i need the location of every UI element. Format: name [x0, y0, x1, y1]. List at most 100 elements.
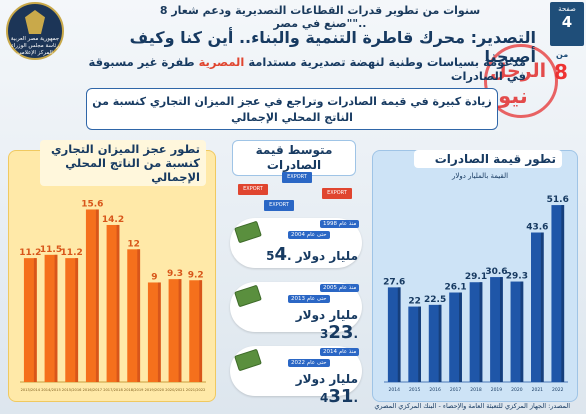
- bar-value-label: 26.1: [444, 283, 466, 293]
- exports-unit-label: القيمة بالمليار دولار: [451, 172, 509, 180]
- bar-shade: [520, 281, 524, 382]
- subtitle-post: مدعومة بسياسات وطنية لنهضة تصديرية مستدا…: [248, 55, 526, 69]
- card-value: مليار دولار .431: [266, 372, 358, 407]
- card-unit: مليار دولار: [295, 249, 358, 263]
- bar: [44, 254, 58, 382]
- bar-shade: [33, 258, 37, 382]
- bar: [23, 258, 37, 382]
- export-box-icon: EXPORT: [238, 184, 268, 195]
- bar-value-label: 9: [151, 272, 157, 282]
- bar-shade: [54, 254, 58, 382]
- bar: [449, 292, 462, 382]
- bar-shade: [479, 282, 483, 382]
- trade-deficit-chart: 11.2 2013/2014 11.5 2014/2015 11.2 2015/2016 1…: [19, 199, 206, 392]
- money-icon: [234, 220, 262, 244]
- card-value-integer: 23: [328, 322, 354, 343]
- bar-value-label: 11.2: [19, 248, 41, 258]
- x-tick-label: 2014: [388, 387, 400, 393]
- bar-shade: [137, 249, 141, 382]
- page-tag: صفحة 4: [550, 2, 584, 46]
- subtitle-pre: طفرة غير مسبوقة في الصادرات: [88, 55, 526, 83]
- bar-shade: [561, 205, 565, 382]
- page-label: صفحة: [558, 5, 576, 13]
- card-since: منذ عام 2005: [320, 284, 360, 292]
- bar: [147, 282, 161, 382]
- card-since: منذ عام 1998: [320, 220, 360, 228]
- bar-shade: [499, 277, 503, 382]
- bar-shade: [75, 258, 79, 382]
- page-title: التصدير: محرك قاطرة التنمية والبناء.. أي…: [129, 28, 536, 66]
- card-unit: مليار دولار: [295, 308, 358, 322]
- exports-value-chart: 27.6 2014 22 2015 22.5 2016 26.1 2017 29.1 2018 30…: [383, 195, 569, 393]
- x-tick-label: 2016/2017: [83, 388, 103, 392]
- bar-value-label: 22.5: [424, 295, 446, 305]
- card-unit: مليار دولار: [295, 372, 358, 386]
- bar: [189, 280, 203, 382]
- bar-shade: [418, 306, 422, 382]
- card-value: مليار دولار .323: [266, 308, 358, 343]
- bar-value-label: 51.6: [547, 195, 569, 205]
- cabinet-logo: جمهورية مصر العربية رئاسة مجلس الوزراء ا…: [6, 2, 64, 60]
- top-line: 8 سنوات من تطوير قدرات القطاعات التصديري…: [159, 4, 481, 30]
- card-value-decimal: .5: [266, 249, 292, 263]
- trade-deficit-title: تطور عجز الميزان التجاري كنسبة من الناتج…: [40, 140, 206, 186]
- x-tick-label: 2019: [491, 387, 503, 393]
- bar: [551, 205, 565, 382]
- bar-value-label: 29.3: [506, 272, 528, 282]
- export-box-icon: EXPORT: [264, 200, 294, 211]
- x-tick-label: 2018: [470, 387, 482, 393]
- exports-value-title: تطور قيمة الصادرات: [414, 150, 562, 168]
- bar: [127, 249, 141, 382]
- bar-value-label: 9.3: [167, 269, 183, 279]
- subtitle-highlight: المصرية: [198, 55, 245, 69]
- page-of: من: [556, 50, 569, 59]
- bar-value-label: 11.2: [61, 248, 83, 258]
- card-until: حتى عام 2004: [288, 231, 330, 239]
- bar-value-label: 15.6: [81, 199, 103, 209]
- bar-value-label: 22: [408, 297, 421, 307]
- x-tick-label: 2021: [532, 387, 544, 393]
- bar: [408, 306, 422, 382]
- source-footer: المصدر: الجهاز المركزي للتعبئة العامة وا…: [374, 402, 570, 410]
- export-box-icon: EXPORT: [282, 172, 312, 183]
- logo-line-3: المركز الإعلامي: [17, 50, 53, 56]
- x-tick-label: 2019/2020: [145, 388, 165, 392]
- bar-shade: [157, 282, 161, 382]
- bar-value-label: 29.1: [465, 272, 487, 282]
- money-icon: [234, 284, 262, 308]
- avg-card-2005-2013: منذ عام 2005 حتى عام 2013 مليار دولار .3…: [230, 282, 362, 343]
- bar: [65, 258, 79, 382]
- bar-value-label: 12: [127, 239, 140, 249]
- bar-shade: [116, 224, 120, 382]
- bar: [85, 209, 99, 382]
- card-until: حتى عام 2022: [288, 359, 330, 367]
- bar-shade: [438, 304, 442, 382]
- bar-value-label: 43.6: [526, 223, 548, 233]
- watermark-ring: [484, 44, 558, 118]
- bar-shade: [178, 279, 182, 382]
- bar: [469, 282, 483, 382]
- bar-shade: [459, 292, 462, 382]
- headline-banner: زيادة كبيرة في قيمة الصادرات وتراجع في ع…: [86, 88, 498, 130]
- avg-exports-title: متوسط قيمة الصادرات: [232, 140, 356, 176]
- x-tick-label: 2017/2018: [103, 388, 123, 392]
- x-tick-label: 2015: [409, 387, 421, 393]
- bar-shade: [199, 280, 203, 382]
- bar-shade: [95, 209, 99, 382]
- avg-card-1998-2004: منذ عام 1998 حتى عام 2004 مليار دولار .5…: [230, 218, 362, 268]
- x-tick-label: 2016: [429, 387, 441, 393]
- bar: [490, 277, 503, 382]
- bar-value-label: 14.2: [102, 215, 124, 225]
- bar: [106, 224, 120, 382]
- eagle-icon: [25, 10, 45, 34]
- bar-value-label: 27.6: [383, 277, 405, 287]
- bar: [168, 279, 182, 382]
- bar-value-label: 9.2: [188, 270, 204, 280]
- bar-value-label: 11.5: [40, 245, 62, 255]
- watermark-text-1: الرجل: [490, 60, 547, 82]
- x-tick-label: 2020: [511, 387, 523, 393]
- export-box-icon: EXPORT: [322, 188, 352, 199]
- export-boxes-illustration: EXPORT EXPORT EXPORT EXPORT: [236, 172, 360, 216]
- card-since: منذ عام 2014: [320, 348, 360, 356]
